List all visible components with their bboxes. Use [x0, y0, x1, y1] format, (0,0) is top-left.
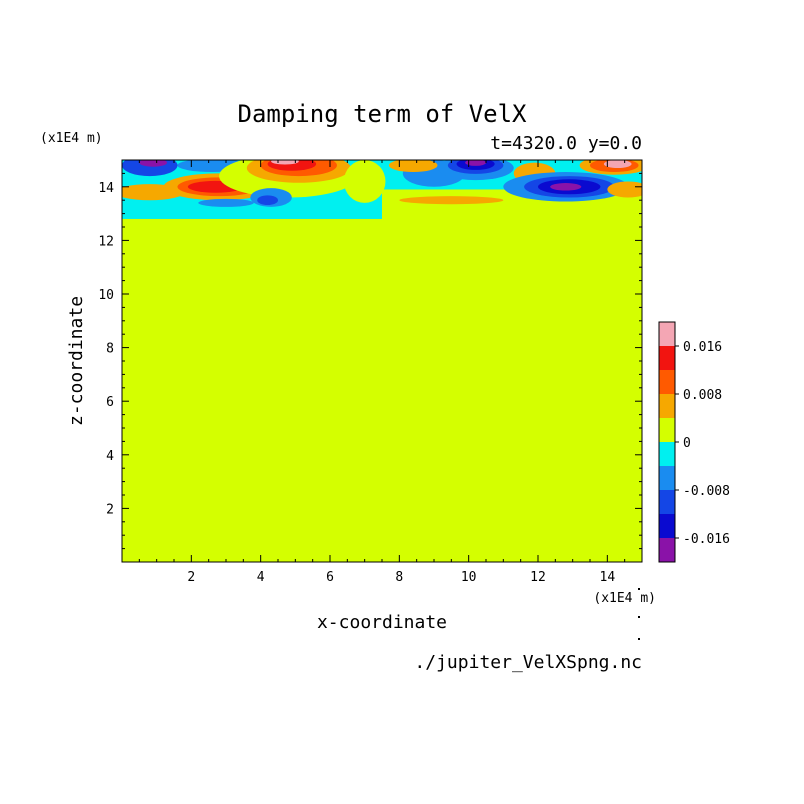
chart-title: Damping term of VelX	[238, 100, 528, 128]
y-tick-label: 12	[98, 234, 114, 249]
marker-dot	[638, 588, 640, 590]
y-tick-label: 6	[106, 395, 114, 410]
marker-dots	[638, 588, 640, 640]
contour-fills	[122, 160, 642, 562]
colorbar-tick-label: 0.008	[683, 388, 722, 403]
colorbar-segment	[659, 418, 675, 442]
colorbar-tick-label: 0	[683, 436, 691, 451]
colorbar-segment	[659, 322, 675, 346]
contour-region-14	[271, 160, 299, 165]
y-axis-label: z-coordinate	[66, 296, 87, 426]
marker-dot	[638, 616, 640, 618]
colorbar-segment	[659, 490, 675, 514]
x-tick-label: 12	[530, 570, 546, 585]
colorbar-segment	[659, 442, 675, 466]
colorbar-tick-label: -0.008	[683, 484, 730, 499]
y-tick-label: 14	[98, 181, 114, 196]
colorbar-tick-label: 0.016	[683, 340, 722, 355]
x-tick-label: 2	[187, 570, 195, 585]
contour-region-22	[465, 160, 486, 166]
colorbar-tick-label: -0.016	[683, 532, 730, 547]
contour-region-17	[343, 160, 386, 203]
y-unit-label: (x1E4 m)	[40, 131, 103, 146]
background-fill	[122, 160, 642, 562]
y-tick-label: 4	[106, 449, 114, 464]
colorbar-segment	[659, 538, 675, 562]
colorbar-segment	[659, 346, 675, 370]
contour-region-32	[607, 181, 642, 198]
source-file-label: ./jupiter_VelXSpng.nc	[414, 652, 642, 673]
x-tick-label: 8	[395, 570, 403, 585]
contour-region-23	[388, 160, 438, 173]
plot-area	[122, 160, 642, 562]
colorbar-segment	[659, 466, 675, 490]
x-unit-label: (x1E4 m)	[593, 591, 656, 606]
colorbar-segment	[659, 370, 675, 394]
x-tick-label: 4	[257, 570, 265, 585]
x-tick-label: 6	[326, 570, 334, 585]
contour-region-9	[198, 198, 254, 207]
chart-subtitle: t=4320.0 y=0.0	[490, 133, 642, 154]
axes: 2 4 6 8 10 12 14 2 4 6 8 10 12 14	[98, 159, 643, 585]
contour-region-28	[550, 183, 582, 191]
x-tick-label: 14	[600, 570, 616, 585]
x-axis-label: x-coordinate	[317, 612, 447, 633]
colorbar: 0.016 0.008 0 -0.008 -0.016	[658, 321, 730, 563]
y-tick-label: 8	[106, 342, 114, 357]
contour-region-33	[399, 196, 504, 205]
contour-region-16	[257, 195, 278, 206]
colorbar-segment	[659, 514, 675, 538]
marker-dot	[638, 638, 640, 640]
contour-region-31	[603, 160, 632, 169]
y-tick-label: 2	[106, 502, 114, 517]
colorbar-segment	[659, 394, 675, 418]
y-tick-label: 10	[98, 288, 114, 303]
contour-region-3	[139, 160, 168, 167]
x-tick-label: 10	[461, 570, 477, 585]
